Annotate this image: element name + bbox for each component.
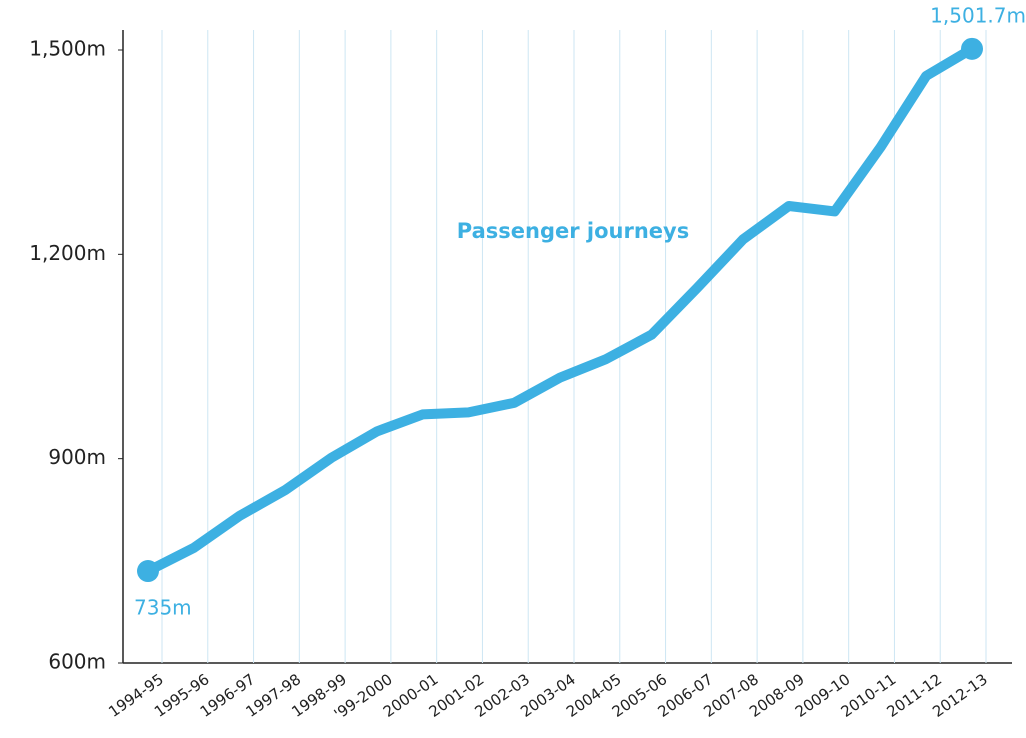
end-point xyxy=(961,37,983,60)
y-tick-label: 1,200m xyxy=(29,241,106,265)
data-label: 1,501.7m xyxy=(930,3,1026,27)
end-point xyxy=(137,560,159,583)
y-tick-label: 900m xyxy=(48,445,106,469)
y-tick-label: 600m xyxy=(48,650,106,674)
series-label: Passenger journeys xyxy=(457,219,689,243)
series-line xyxy=(143,43,977,577)
y-tick-label: 1,500m xyxy=(29,37,106,61)
data-label: 735m xyxy=(134,596,192,620)
